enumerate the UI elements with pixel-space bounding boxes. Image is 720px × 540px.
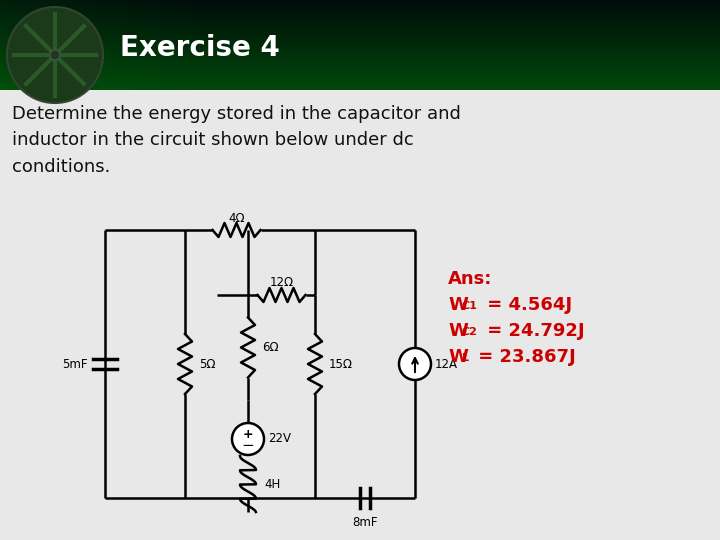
Text: = 24.792J: = 24.792J — [481, 322, 585, 340]
Text: = 4.564J: = 4.564J — [481, 296, 572, 314]
Circle shape — [399, 348, 431, 380]
Text: 12Ω: 12Ω — [269, 276, 294, 289]
Text: 5Ω: 5Ω — [199, 357, 215, 370]
Text: 8mF: 8mF — [352, 516, 378, 529]
Text: C1: C1 — [462, 301, 478, 311]
Text: 5mF: 5mF — [63, 357, 88, 370]
Text: Determine the energy stored in the capacitor and
inductor in the circuit shown b: Determine the energy stored in the capac… — [12, 105, 461, 176]
Text: = 23.867J: = 23.867J — [472, 348, 576, 366]
Text: Ans:: Ans: — [448, 270, 492, 288]
Text: 12A: 12A — [435, 357, 458, 370]
Text: 22V: 22V — [268, 433, 291, 446]
Text: +: + — [243, 428, 253, 441]
Text: Exercise 4: Exercise 4 — [120, 34, 280, 62]
Text: −: − — [242, 437, 254, 453]
Text: L: L — [462, 353, 469, 363]
Text: 4H: 4H — [264, 477, 280, 490]
Text: 4Ω: 4Ω — [228, 212, 245, 225]
Text: W: W — [448, 296, 468, 314]
Text: W: W — [448, 348, 468, 366]
Text: 6Ω: 6Ω — [262, 341, 279, 354]
Circle shape — [50, 50, 60, 60]
Text: C2: C2 — [462, 327, 478, 337]
Circle shape — [232, 423, 264, 455]
Circle shape — [7, 7, 103, 103]
Text: 15Ω: 15Ω — [329, 357, 353, 370]
Text: W: W — [448, 322, 468, 340]
